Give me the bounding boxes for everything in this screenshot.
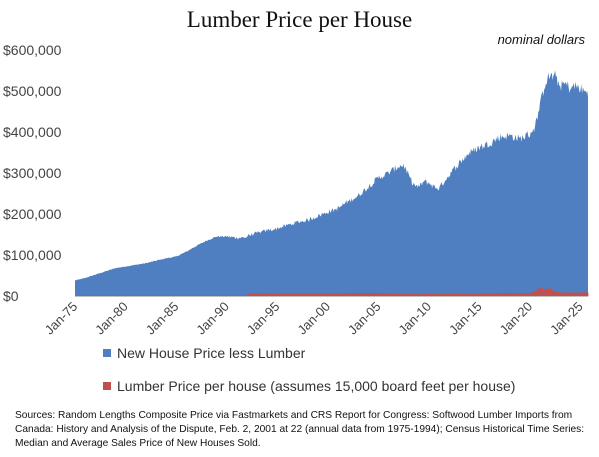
source-note: Sources: Random Lengths Composite Price … <box>15 410 585 449</box>
legend-swatch-blue <box>103 349 111 357</box>
x-tick: Jan-05 <box>345 299 384 338</box>
y-tick-label: $500,000 <box>3 83 62 99</box>
x-tick-label: Jan-25 <box>547 299 586 338</box>
y-tick-label: $300,000 <box>3 165 62 181</box>
y-tick-label: $600,000 <box>3 42 62 58</box>
legend-label-lumber-price: Lumber Price per house (assumes 15,000 b… <box>117 378 516 394</box>
x-tick: Jan-10 <box>395 299 434 338</box>
x-tick: Jan-95 <box>244 299 283 338</box>
x-tick: Jan-00 <box>294 299 333 338</box>
x-tick: Jan-20 <box>497 299 536 338</box>
x-tick-label: Jan-15 <box>446 299 485 338</box>
x-tick-label: Jan-20 <box>497 299 536 338</box>
x-tick: Jan-15 <box>446 299 485 338</box>
x-tick: Jan-85 <box>143 299 182 338</box>
x-tick-label: Jan-00 <box>294 299 333 338</box>
x-tick-label: Jan-90 <box>193 299 232 338</box>
chart-title: Lumber Price per House <box>186 7 413 32</box>
x-tick-label: Jan-75 <box>42 299 81 338</box>
lumber-price-area-chart: $0 $100,000 $200,000 $300,000 $400,000 $500,0… <box>3 42 589 338</box>
legend-swatch-red <box>103 382 111 390</box>
x-tick-label: Jan-85 <box>143 299 182 338</box>
legend-label-house-price: New House Price less Lumber <box>117 345 306 361</box>
x-tick-label: Jan-05 <box>345 299 384 338</box>
x-axis-ticks: Jan-75 Jan-80 Jan-85 Jan-90 Jan-95 Jan-00 Jan-… <box>42 299 586 338</box>
x-tick: Jan-25 <box>547 299 586 338</box>
x-tick-label: Jan-10 <box>395 299 434 338</box>
x-tick: Jan-90 <box>193 299 232 338</box>
x-tick-label: Jan-95 <box>244 299 283 338</box>
y-tick-label: $200,000 <box>3 206 62 222</box>
y-tick-label: $0 <box>3 288 19 304</box>
x-tick-label: Jan-80 <box>92 299 131 338</box>
area-house-price-less-lumber <box>75 70 588 296</box>
chart-subtitle: nominal dollars <box>497 32 585 47</box>
y-tick-label: $400,000 <box>3 124 62 140</box>
area-series <box>75 70 589 297</box>
legend-entry-lumber-price: Lumber Price per house (assumes 15,000 b… <box>103 378 515 394</box>
y-axis-ticks: $0 $100,000 $200,000 $300,000 $400,000 $500,0… <box>3 42 62 304</box>
x-tick: Jan-80 <box>92 299 131 338</box>
x-tick: Jan-75 <box>42 299 81 338</box>
y-tick-label: $100,000 <box>3 247 62 263</box>
legend-entry-house-price: New House Price less Lumber <box>103 345 305 361</box>
